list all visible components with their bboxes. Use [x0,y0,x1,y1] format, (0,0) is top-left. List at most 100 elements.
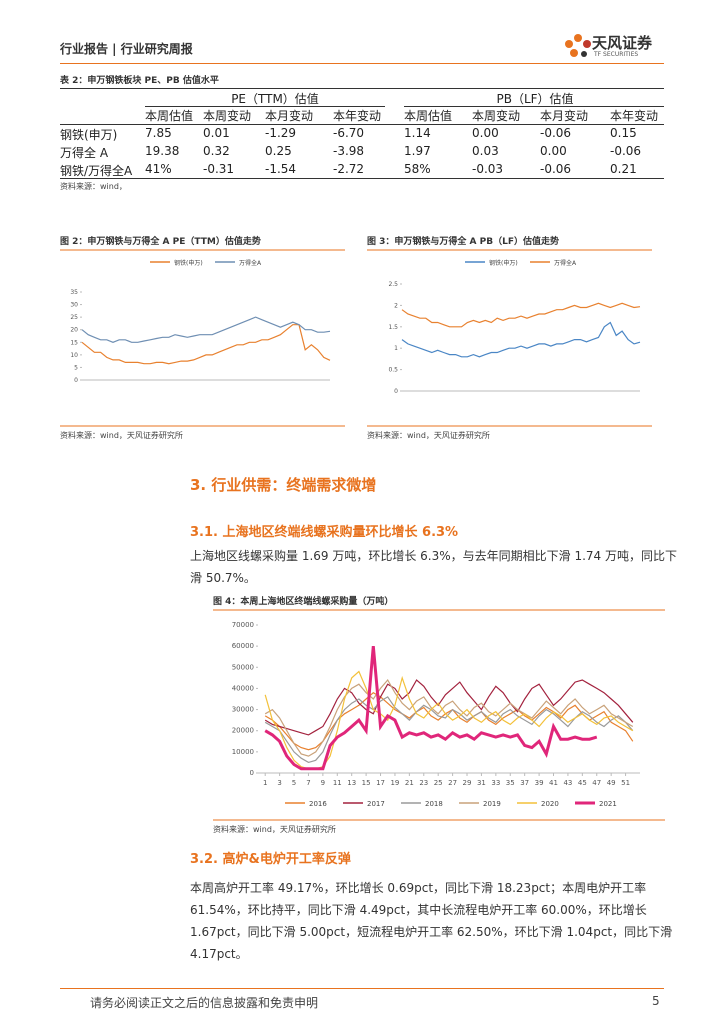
y-tick-label: 1.5 [388,324,398,331]
footer-rule [60,988,664,989]
rule [60,124,664,125]
table-cell: 0.01 [203,126,230,140]
y-tick-label: 0 [394,388,398,395]
y-tick-label: 70000 [232,621,254,629]
x-tick-label: 13 [347,779,356,787]
table-cell: -6.70 [333,126,365,140]
y-tick-label: 1 [394,345,398,352]
x-tick-label: 39 [535,779,544,787]
table-cell: 0.32 [203,144,230,158]
legend-label: 2016 [309,800,327,808]
table-cell: 0.21 [610,162,637,176]
table-cell: 41% [145,162,172,176]
x-tick-label: 21 [405,779,414,787]
rule [404,106,664,107]
table-title: 表 2：申万钢铁板块 PE、PB 估值水平 [60,76,219,86]
group-header: PE（TTM）估值 [231,92,319,106]
x-tick-label: 17 [376,779,385,787]
figure-title: 图 4：本周上海地区终端线螺采购量（万吨） [213,595,393,607]
series-line [264,691,634,751]
y-tick-label: 0 [74,377,78,384]
y-tick-label: 2.5 [388,281,398,288]
series-line [264,645,598,771]
table-cell: 0.00 [540,144,567,158]
column-header: 本周变动 [472,109,521,123]
y-tick-label: 20000 [232,727,254,735]
x-tick-label: 9 [321,779,325,787]
rule [145,106,385,107]
x-tick-label: 11 [333,779,342,787]
legend-label: 万得全A [554,259,577,267]
figure-source: 资料来源：wind，天风证券研究所 [367,430,490,440]
table-cell: -2.72 [333,162,365,176]
y-tick-label: 20 [70,327,78,334]
y-tick-label: 60000 [232,642,254,650]
x-tick-label: 51 [621,779,630,787]
table-cell: 58% [404,162,431,176]
rule [60,88,664,89]
logo-icon [565,34,591,57]
table-cell: 0.25 [265,144,292,158]
column-header: 本周变动 [203,109,252,123]
column-header: 本年变动 [333,109,382,123]
y-tick-label: 25 [70,314,78,321]
x-tick-label: 45 [578,779,587,787]
figure-source: 资料来源：wind，天风证券研究所 [213,824,336,834]
x-tick-label: 7 [306,779,310,787]
subsection-heading: 3.1. 上海地区终端线螺采购量环比增长 6.3% [190,525,459,540]
y-tick-label: 30000 [232,706,254,714]
figure-source: 资料来源：wind，天风证券研究所 [60,430,183,440]
y-tick-label: 15 [70,339,78,346]
series-line [401,302,641,328]
y-tick-label: 30 [70,302,78,309]
table-cell: 0.15 [610,126,637,140]
table-cell: -1.54 [265,162,297,176]
series-line [81,316,331,343]
table-cell: 钢铁(申万) [60,128,118,142]
y-tick-label: 35 [70,289,78,296]
x-tick-label: 43 [563,779,572,787]
table-cell: 万得全 A [60,146,109,160]
x-tick-label: 25 [434,779,443,787]
y-tick-label: 10000 [232,748,254,756]
table-cell: 7.85 [145,126,172,140]
y-tick-label: 10 [70,352,78,359]
column-header: 本年变动 [610,109,659,123]
x-tick-label: 19 [390,779,399,787]
x-tick-label: 49 [607,779,616,787]
series-line [264,678,634,757]
series-line [81,324,331,365]
rule [60,178,664,179]
y-tick-label: 50000 [232,663,254,671]
legend-label: 钢铁(申万) [489,259,518,267]
column-header: 本月变动 [540,109,589,123]
y-tick-label: 2 [394,302,398,309]
legend-label: 2021 [599,800,617,808]
header-title: 行业报告 | 行业研究周报 [60,42,193,56]
series-line [401,321,641,358]
figure-title: 图 3：申万钢铁与万得全 A PB（LF）估值走势 [367,235,559,247]
table-cell: -0.03 [472,162,504,176]
y-tick-label: 40000 [232,684,254,692]
x-tick-label: 29 [463,779,472,787]
x-tick-label: 37 [520,779,529,787]
legend-label: 钢铁(申万) [174,259,203,267]
x-tick-label: 33 [491,779,500,787]
brand-en: TF SECURITIES [594,51,639,58]
header-rule [60,63,664,64]
series-line [264,696,634,764]
brand: 天风证券 [592,34,653,52]
column-header: 本周估值 [404,109,453,123]
series-line [264,679,634,736]
x-tick-label: 3 [277,779,281,787]
column-header: 本月变动 [265,109,314,123]
paragraph: 本周高炉开工率 49.17%，环比增长 0.69pct，同比下滑 18.23pc… [190,881,673,961]
y-tick-label: 0 [250,769,254,777]
y-tick-label: 0.5 [388,367,398,374]
figure-title: 图 2：申万钢铁与万得全 A PE（TTM）估值走势 [60,235,261,247]
x-tick-label: 31 [477,779,486,787]
table-cell: -0.06 [540,162,572,176]
legend-label: 2017 [367,800,385,808]
legend-label: 2019 [483,800,501,808]
